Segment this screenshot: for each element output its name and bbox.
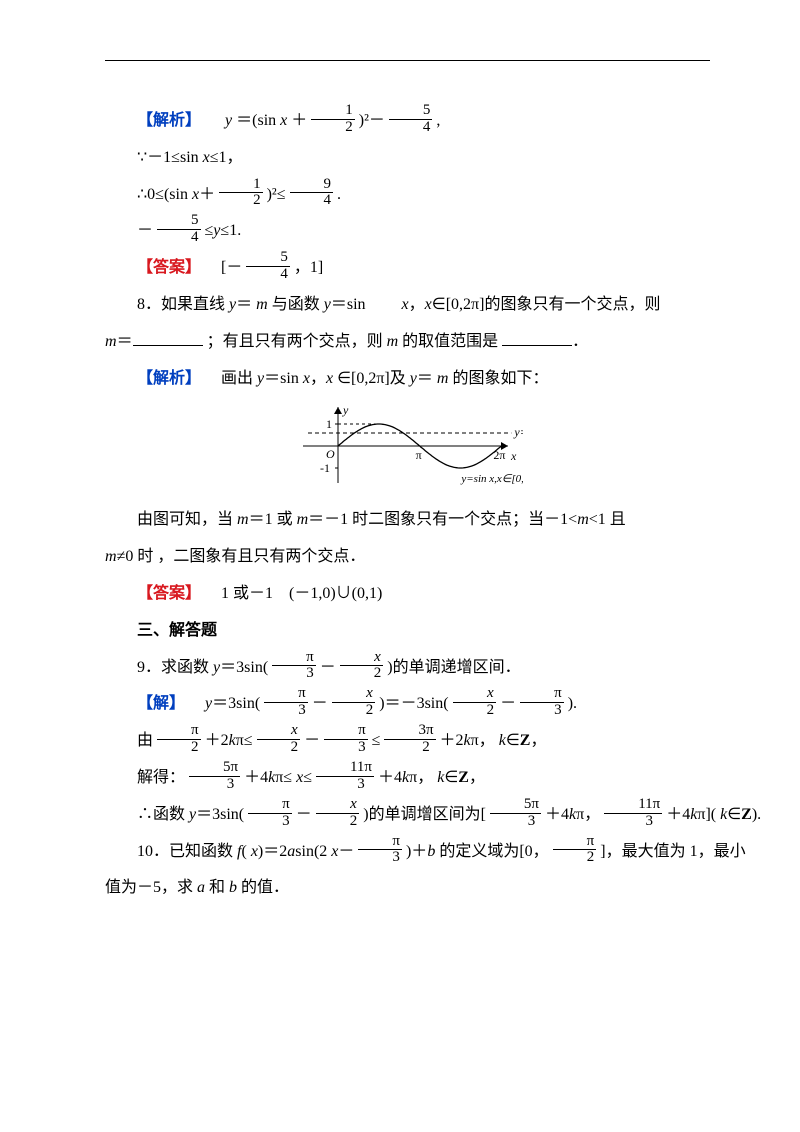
svg-text:π: π xyxy=(415,448,421,462)
p7-answer: 【答案】 [－ 54 ，1] xyxy=(105,250,710,287)
sin-graph-figure: y x 1 -1Oπ 2π y=m y=sin x,x∈[0,2π] xyxy=(105,401,710,496)
svg-text:O: O xyxy=(326,447,335,461)
p9-q: 9．求函数 y＝3sin( π3 － x2 )的单调递增区间． xyxy=(105,650,710,687)
label-analysis: 【解析】 xyxy=(137,112,201,129)
p8-conc-l1: 由图可知，当 m＝1 或 m＝－1 时二图象只有一个交点；当－1<m<1 且 xyxy=(105,502,710,539)
p7-l2: ∵－1≤sin x≤1， xyxy=(105,140,710,177)
svg-text:1: 1 xyxy=(326,417,332,431)
p10-q-l1: 10．已知函数 f( x)＝2asin(2 x－ π3 )＋b 的定义域为[0，… xyxy=(105,834,710,871)
p9-s4: ∴函数 y＝3sin( π3 － x2 )的单调增区间为[ 5π3 ＋4kπ， … xyxy=(105,797,710,834)
label-solve: 【解】 xyxy=(137,695,185,712)
blank-2 xyxy=(502,329,572,346)
svg-text:-1: -1 xyxy=(320,461,330,475)
p8-analysis: 【解析】 画出 y＝sin x，x ∈[0,2π]及 y＝ m 的图象如下： xyxy=(105,361,710,398)
svg-text:y: y xyxy=(342,403,349,417)
p8-q-l2: m＝ ；有且只有两个交点，则 m 的取值范围是 ． xyxy=(105,324,710,361)
p9-s3: 解得： 5π3 ＋4kπ≤ x≤ 11π3 ＋4kπ， k∈Z， xyxy=(105,760,710,797)
svg-text:y=sin x,x∈[0,2π]: y=sin x,x∈[0,2π] xyxy=(460,473,523,485)
blank-1 xyxy=(133,329,203,346)
svg-text:y=m: y=m xyxy=(513,425,523,439)
p9-s1: 【解】 y＝3sin( π3 － x2 )＝－3sin( x2 － π3 ). xyxy=(105,686,710,723)
top-rule xyxy=(105,60,710,61)
page: 【解析】 y ＝(sin x ＋ 12 )²－ 54 , ∵－1≤sin x≤1… xyxy=(0,0,800,1132)
svg-text:2π: 2π xyxy=(493,448,505,462)
p10-q-l2: 值为－5，求 a 和 b 的值． xyxy=(105,870,710,907)
p8-conc-l2: m≠0 时 ，二图象有且只有两个交点． xyxy=(105,539,710,576)
p7-analysis-l1: 【解析】 y ＝(sin x ＋ 12 )²－ 54 , xyxy=(105,103,710,140)
p9-s2: 由 π2 ＋2kπ≤ x2 － π3 ≤ 3π2 ＋2kπ， k∈Z， xyxy=(105,723,710,760)
p8-q-l1: 8．如果直线 y＝ m 与函数 y＝sin x，x∈[0,2π]的图象只有一个交… xyxy=(105,287,710,324)
p8-answer: 【答案】 1 或－1 (－1,0)∪(0,1) xyxy=(105,576,710,613)
sin-graph: y x 1 -1Oπ 2π y=m y=sin x,x∈[0,2π] xyxy=(293,401,523,491)
p7-l4: － 54 ≤y≤1. xyxy=(105,213,710,250)
label-answer: 【答案】 xyxy=(137,259,201,276)
section-3-heading: 三、解答题 xyxy=(105,613,710,650)
frac: 54 xyxy=(389,103,433,136)
frac: 12 xyxy=(311,103,355,136)
p7-l3: ∴0≤(sin x＋ 12 )²≤ 94 . xyxy=(105,177,710,214)
svg-text:x: x xyxy=(510,449,517,463)
